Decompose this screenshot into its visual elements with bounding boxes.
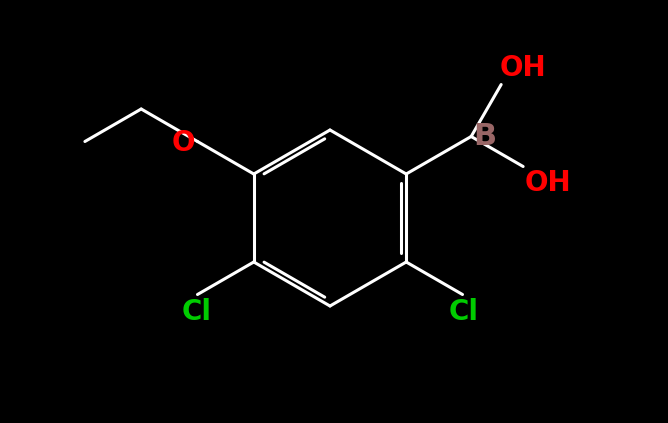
Text: Cl: Cl xyxy=(182,299,212,327)
Text: O: O xyxy=(172,129,196,157)
Text: B: B xyxy=(473,122,496,151)
Text: OH: OH xyxy=(499,54,546,82)
Text: OH: OH xyxy=(525,168,572,197)
Text: Cl: Cl xyxy=(448,299,478,327)
